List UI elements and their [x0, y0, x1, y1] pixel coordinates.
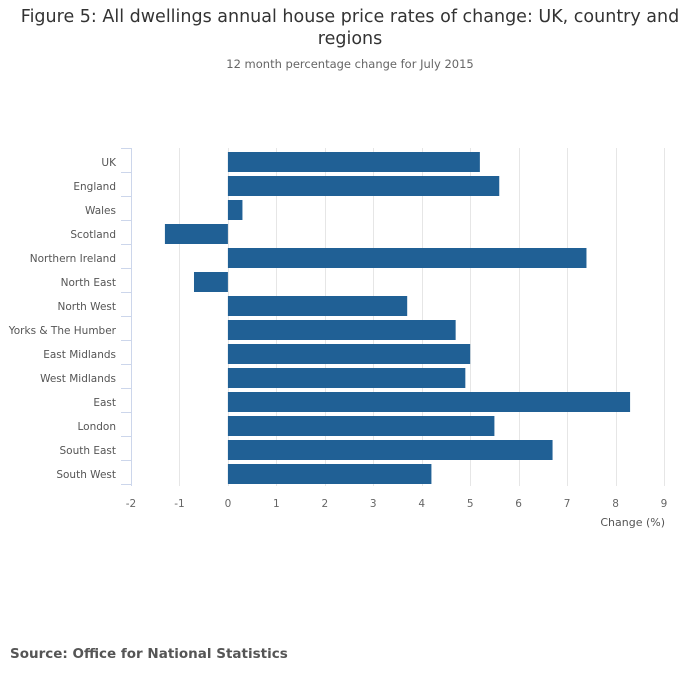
- y-category-label: Yorks & The Humber: [8, 325, 117, 337]
- y-category-label: East Midlands: [43, 349, 116, 361]
- x-tick-label: -2: [126, 498, 136, 510]
- y-category-label: Scotland: [70, 229, 116, 241]
- bar: [193, 272, 228, 292]
- y-category-label: West Midlands: [40, 373, 116, 385]
- x-tick-label: 4: [418, 498, 425, 510]
- x-tick-label: -1: [174, 498, 184, 510]
- x-axis-title: Change (%): [600, 516, 665, 529]
- bar: [227, 344, 471, 364]
- x-tick-label: 3: [370, 498, 377, 510]
- x-tick-label: 9: [661, 498, 668, 510]
- bar-chart: UK England Wales Scotland Northern Ireland No…: [8, 148, 668, 529]
- x-tick-label: 7: [564, 498, 571, 510]
- chart-title: Figure 5: All dwellings annual house pri…: [20, 7, 680, 49]
- y-category-label: East: [93, 397, 116, 409]
- bar: [227, 440, 553, 460]
- x-tick-label: 2: [321, 498, 328, 510]
- bar: [164, 224, 228, 244]
- y-category-label: England: [73, 181, 116, 193]
- bars: [164, 152, 631, 484]
- y-category-label: Northern Ireland: [30, 253, 116, 265]
- y-category-label: North East: [61, 277, 116, 289]
- bar: [227, 248, 587, 268]
- bar: [227, 320, 456, 340]
- bar: [227, 416, 495, 436]
- y-category-label: Wales: [85, 205, 116, 217]
- bar: [227, 296, 408, 316]
- y-category-label: South West: [56, 469, 116, 481]
- bar: [227, 368, 466, 388]
- x-axis: -2 -1 0 1 2 3 4 5 6 7 8 9: [126, 498, 668, 510]
- x-tick-label: 0: [225, 498, 232, 510]
- y-category-label: London: [78, 421, 117, 433]
- x-tick-label: 1: [273, 498, 280, 510]
- y-category-label: North West: [57, 301, 116, 313]
- bar: [227, 392, 631, 412]
- chart-subtitle: 12 month percentage change for July 2015: [226, 57, 474, 71]
- y-category-label: South East: [59, 445, 116, 457]
- source-note: Source: Office for National Statistics: [10, 646, 288, 662]
- bar: [227, 200, 243, 220]
- x-tick-label: 6: [515, 498, 522, 510]
- x-tick-label: 5: [467, 498, 474, 510]
- x-tick-label: 8: [612, 498, 619, 510]
- bar: [227, 464, 432, 484]
- bar: [227, 176, 500, 196]
- y-category-label: UK: [101, 157, 117, 169]
- bar: [227, 152, 480, 172]
- y-axis: UK England Wales Scotland Northern Ireland No…: [8, 148, 132, 486]
